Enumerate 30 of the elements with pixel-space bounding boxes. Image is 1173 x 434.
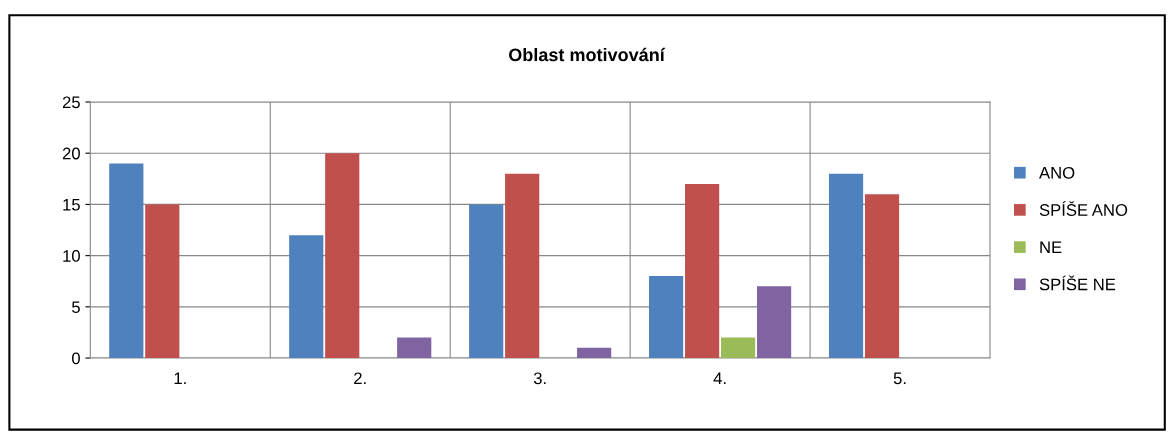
bar: [469, 204, 504, 359]
y-tick-label: 5: [72, 301, 80, 314]
bar: [505, 173, 540, 359]
y-tick-label: 20: [62, 147, 80, 160]
y-tick-label: 15: [63, 198, 80, 211]
y-tick-label: 25: [62, 96, 80, 109]
x-tick-label: 5.: [893, 372, 906, 385]
bar: [721, 337, 756, 359]
bar: [864, 194, 900, 359]
legend-label: SPÍŠE ANO: [1039, 201, 1128, 216]
x-tick-label: 3.: [533, 372, 546, 385]
bar: [109, 163, 144, 359]
bar: [828, 173, 864, 359]
bar: [756, 286, 792, 359]
y-tick-label: 10: [63, 250, 80, 262]
legend-label: SPÍŠE NE: [1039, 275, 1116, 291]
bar: [397, 337, 432, 359]
bar: [685, 183, 720, 359]
legend-label: ANO: [1039, 166, 1075, 179]
chart-title: Oblast motivování: [508, 47, 666, 62]
y-tick-label: 0: [71, 352, 80, 365]
x-tick-label: 1.: [174, 372, 186, 385]
bar: [145, 204, 180, 359]
x-tick-label: 4.: [713, 372, 726, 385]
bar: [649, 276, 684, 359]
bar: [577, 347, 612, 359]
bar: [325, 153, 360, 359]
x-tick-label: 2.: [354, 372, 366, 385]
bar: [289, 235, 324, 359]
legend-label: NE: [1040, 241, 1062, 253]
